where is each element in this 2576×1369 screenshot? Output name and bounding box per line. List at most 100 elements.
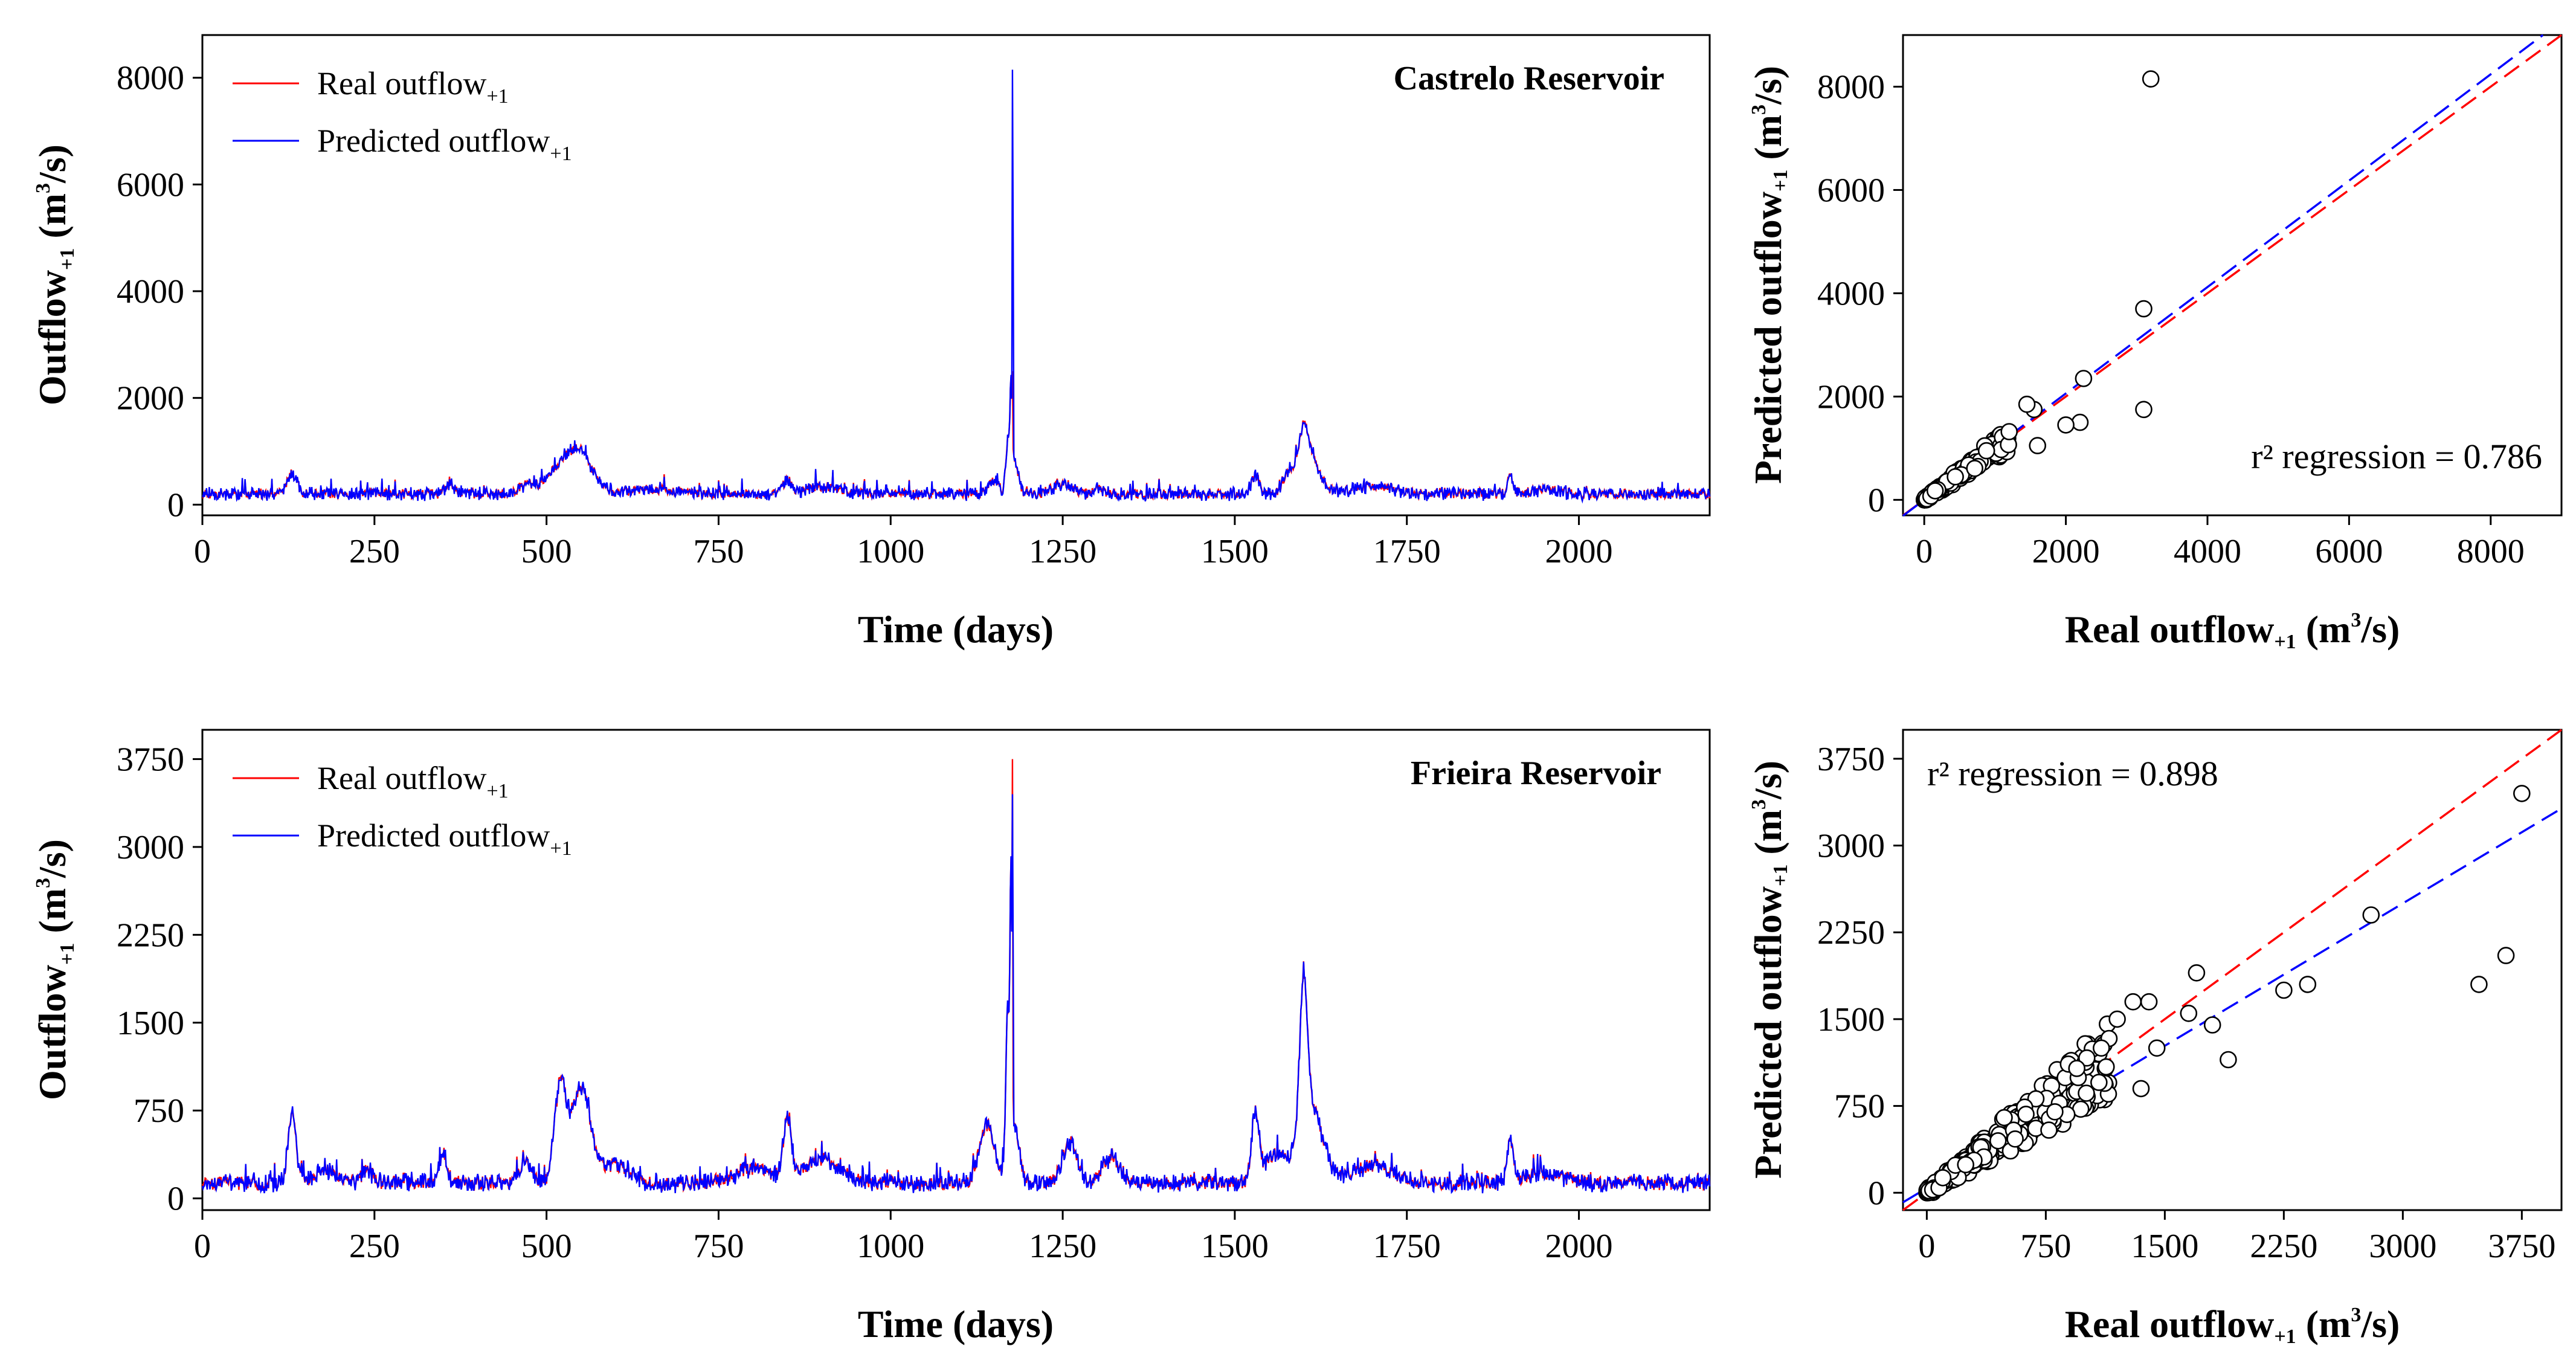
y-tick-label: 2000 (117, 380, 184, 417)
x-title-sup: 3 (2351, 1304, 2361, 1326)
castrelo-timeseries-panel: 0 250 500 750 1000 1250 1500 1750 2000 0 2000 4000 6… (31, 34, 1711, 651)
y-title-unit: (m (31, 193, 74, 248)
scatter-point (2275, 981, 2293, 999)
x-tick-label: 500 (521, 1228, 572, 1265)
legend-predicted-sub: +1 (550, 143, 572, 165)
x-tick-label: 2000 (2032, 533, 2100, 570)
scatter-points (1915, 70, 2160, 509)
scatter-point (2299, 976, 2317, 993)
x-tick-label: 1250 (1029, 533, 1096, 570)
y-tick-label: 2250 (1817, 914, 1885, 952)
y-axis-title: Outflow+1 (m3/s) (31, 144, 79, 405)
y-title-unit: (m (1747, 810, 1789, 865)
scatter-point (2046, 1103, 2064, 1121)
scatter-point (2000, 423, 2018, 440)
scatter-point (2018, 395, 2036, 413)
y-tick-label: 3750 (117, 741, 184, 778)
scatter-point (1957, 1156, 1974, 1174)
x-title-tail: /s) (2360, 1303, 2400, 1345)
scatter-point (2148, 1039, 2166, 1057)
scatter-point (2220, 1051, 2237, 1069)
x-axis-title: Real outflow+1 (m3/s) (2065, 1303, 2400, 1348)
legend-real-text: Real outflow (317, 65, 486, 101)
y-tick-label: 0 (167, 1181, 184, 1218)
plot-frame (1902, 729, 2563, 1211)
scatter-point (2513, 785, 2531, 802)
regression-line-blue (1902, 807, 2562, 1203)
r2-annotation: r² regression = 0.786 (2251, 437, 2542, 476)
x-title-sub: +1 (2274, 1326, 2296, 1348)
x-tick-label: 0 (194, 533, 211, 570)
y-tick-label: 3000 (1817, 828, 1885, 865)
legend-predicted-sub: +1 (550, 837, 572, 860)
y-title-sup: 3 (32, 878, 54, 888)
y-title-sub: +1 (56, 248, 79, 270)
x-tick-label: 3000 (2369, 1228, 2436, 1265)
scatter-point (2078, 1084, 2095, 1102)
x-title-tail: /s) (2360, 608, 2400, 651)
legend-real-sub: +1 (486, 85, 508, 108)
scatter-point (2124, 993, 2142, 1011)
scatter-point (2068, 1060, 2085, 1077)
y-tick-label: 0 (167, 486, 184, 524)
legend-real-label: Real outflow+1 (317, 65, 509, 108)
y-tick-label: 4000 (117, 273, 184, 311)
y-tick-label: 1500 (1817, 1001, 1885, 1039)
scatter-point (1989, 1132, 2007, 1150)
y-tick-label: 2250 (117, 916, 184, 954)
x-tick-label: 2000 (1545, 533, 1613, 570)
x-tick-label: 250 (349, 533, 400, 570)
castrelo-scatter-panel: 0 2000 4000 6000 8000 0 2000 4000 6000 8000 r² re… (1747, 34, 2563, 653)
y-title-sup: 3 (32, 183, 54, 193)
legend-real-text: Real outflow (317, 760, 486, 796)
y-tick-label: 1500 (117, 1005, 184, 1042)
y-tick-label: 3750 (1817, 741, 1885, 778)
x-tick-label: 750 (2020, 1228, 2071, 1265)
y-title-sup: 3 (1748, 799, 1770, 810)
series-predicted-outflow (201, 794, 1711, 1194)
y-tick-label: 8000 (117, 60, 184, 97)
x-tick-label: 3750 (2488, 1228, 2555, 1265)
y-title-main: Outflow (31, 965, 74, 1100)
scatter-point (2142, 70, 2160, 88)
scatter-point (2071, 413, 2089, 431)
ticks: 0 750 1500 2250 3000 3750 0 750 1500 2250 3000 3750 (1817, 741, 2555, 1265)
scatter-point (1946, 468, 1964, 486)
scatter-point (2132, 1080, 2150, 1098)
scatter-point (2180, 1005, 2198, 1022)
x-tick-label: 0 (1916, 533, 1933, 570)
y-title-sub: +1 (1769, 170, 1792, 192)
x-tick-label: 1750 (1373, 1228, 1441, 1265)
y-tick-label: 4000 (1817, 275, 1885, 312)
plot-frame (201, 729, 1711, 1211)
x-tick-label: 1500 (2131, 1228, 2198, 1265)
scatter-point (2093, 1039, 2110, 1057)
x-tick-label: 8000 (2457, 533, 2525, 570)
scatter-point (1966, 459, 1983, 477)
x-axis-title: Time (days) (858, 608, 1054, 651)
plot-frame (1902, 34, 2563, 517)
y-title-sup: 3 (1748, 105, 1770, 115)
scatter-point (2203, 1016, 2221, 1034)
y-title-tail: /s) (31, 144, 74, 184)
y-tick-label: 6000 (1817, 172, 1885, 209)
x-title-unit: (m (2296, 608, 2351, 651)
legend-predicted-text: Predicted outflow (317, 817, 550, 854)
x-tick-label: 1000 (857, 1228, 924, 1265)
y-axis-title: Predicted outflow+1 (m3/s) (1747, 761, 1792, 1179)
reservoir-title: Castrelo Reservoir (1394, 60, 1664, 97)
x-tick-label: 4000 (2174, 533, 2241, 570)
scatter-point (2135, 401, 2153, 419)
x-title-sub: +1 (2274, 631, 2296, 653)
scatter-point (2040, 1121, 2058, 1139)
legend-predicted-label: Predicted outflow+1 (317, 123, 572, 165)
x-tick-label: 2000 (1545, 1228, 1613, 1265)
scatter-point (2075, 370, 2093, 387)
scatter-point (2017, 1106, 2035, 1123)
scatter-points (1918, 785, 2531, 1202)
y-tick-label: 750 (1834, 1088, 1885, 1126)
ticks: 0 250 500 750 1000 1250 1500 1750 2000 0 2000 4000 6… (117, 60, 1613, 570)
y-axis-title: Outflow+1 (m3/s) (31, 839, 79, 1100)
